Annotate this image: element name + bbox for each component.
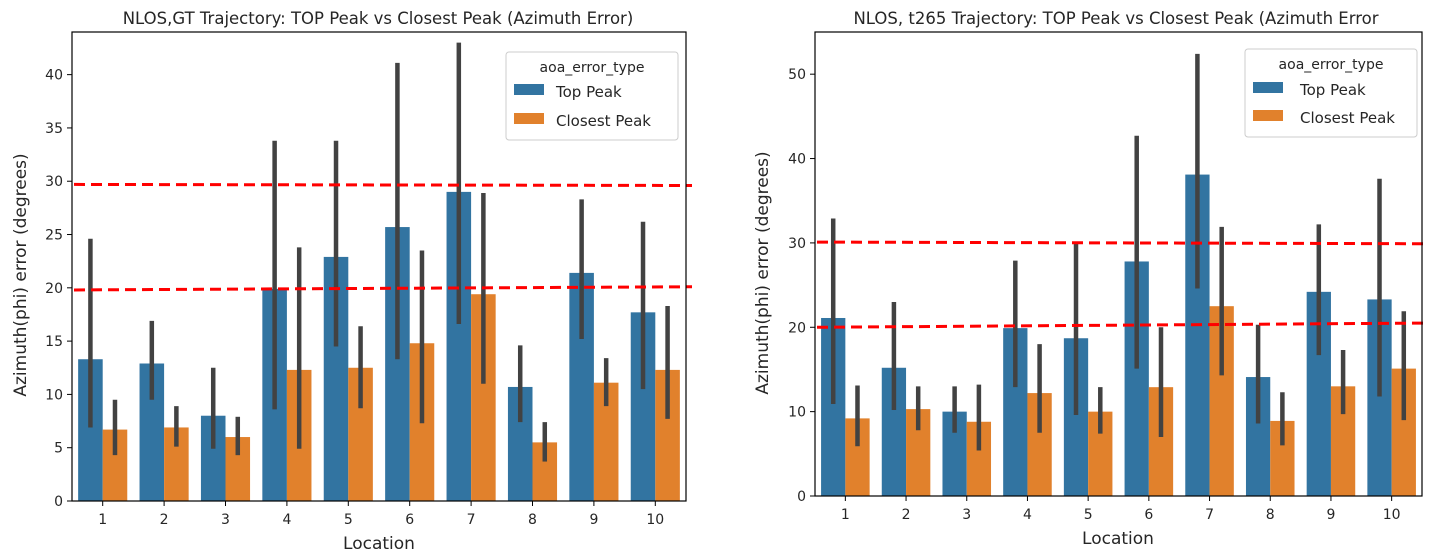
y-tick-label: 40 bbox=[45, 68, 63, 84]
x-tick-label: 1 bbox=[98, 512, 107, 528]
x-tick-label: 6 bbox=[1144, 507, 1153, 523]
x-tick-label: 8 bbox=[528, 512, 537, 528]
legend: aoa_error_type Top Peak Closest Peak bbox=[505, 51, 679, 141]
x-tick-label: 9 bbox=[1326, 507, 1335, 523]
x-tick-label: 10 bbox=[1383, 507, 1401, 523]
y-axis-label: Azimuth(phi) error (degrees) bbox=[11, 153, 31, 396]
x-tick-label: 4 bbox=[1023, 507, 1032, 523]
bars-layer bbox=[78, 191, 680, 502]
legend-title: aoa_error_type bbox=[540, 60, 645, 76]
errorbars-layer bbox=[830, 53, 1407, 451]
plot-frame bbox=[71, 31, 687, 502]
y-axis-label: Azimuth(phi) error (degrees) bbox=[753, 151, 773, 394]
x-axis-label: Location bbox=[343, 534, 415, 552]
x-tick-label: 1 bbox=[841, 507, 850, 523]
reference-lines-layer bbox=[816, 240, 1429, 329]
axes-layer: 0 10 20 30 40 50 1 2 3 4 5 6 7 8 9 10 bbox=[788, 31, 1423, 523]
x-tick-label: 7 bbox=[467, 512, 476, 528]
y-tick-label: 10 bbox=[788, 405, 806, 421]
y-tick-label: 0 bbox=[54, 494, 63, 510]
chart-right: NLOS, t265 Trajectory: TOP Peak vs Close… bbox=[753, 9, 1429, 549]
y-tick-label: 25 bbox=[45, 228, 63, 244]
y-tick-label: 30 bbox=[788, 236, 806, 252]
legend-swatch-closest-peak bbox=[1253, 110, 1283, 121]
x-tick-label: 4 bbox=[282, 512, 291, 528]
chart-title: NLOS, t265 Trajectory: TOP Peak vs Close… bbox=[853, 9, 1378, 28]
reference-line bbox=[816, 240, 1429, 246]
y-tick-label: 30 bbox=[45, 174, 63, 190]
bars-layer bbox=[821, 174, 1416, 497]
legend-label-top-peak: Top Peak bbox=[1299, 81, 1366, 99]
x-tick-label: 2 bbox=[160, 512, 169, 528]
x-tick-label: 8 bbox=[1266, 507, 1275, 523]
legend: aoa_error_type Top Peak Closest Peak bbox=[1244, 48, 1418, 138]
x-axis-label: Location bbox=[1082, 529, 1154, 549]
reference-line bbox=[73, 285, 693, 292]
x-tick-label: 5 bbox=[1084, 507, 1093, 523]
legend-swatch-closest-peak bbox=[514, 113, 544, 124]
x-tick-label: 3 bbox=[962, 507, 971, 523]
reference-lines-layer bbox=[73, 182, 693, 292]
x-tick-label: 9 bbox=[589, 512, 598, 528]
y-tick-label: 20 bbox=[45, 281, 63, 297]
x-tick-label: 5 bbox=[344, 512, 353, 528]
y-tick-label: 5 bbox=[54, 441, 63, 457]
y-tick-label: 15 bbox=[45, 334, 63, 350]
y-tick-label: 0 bbox=[797, 489, 806, 505]
y-tick-label: 10 bbox=[45, 387, 63, 403]
x-tick-label: 3 bbox=[221, 512, 230, 528]
plot-frame bbox=[814, 31, 1423, 497]
y-tick-label: 50 bbox=[788, 67, 806, 83]
x-tick-label: 6 bbox=[405, 512, 414, 528]
legend-frame bbox=[1244, 48, 1418, 138]
axes-layer: 0 5 10 15 20 25 30 35 40 1 2 3 4 5 6 7 8 9 10 bbox=[45, 31, 687, 528]
x-tick-label: 10 bbox=[646, 512, 664, 528]
chart-title: NLOS,GT Trajectory: TOP Peak vs Closest … bbox=[123, 9, 634, 28]
x-tick-label: 7 bbox=[1205, 507, 1214, 523]
legend-label-closest-peak: Closest Peak bbox=[1300, 109, 1395, 127]
y-tick-label: 20 bbox=[788, 320, 806, 336]
y-tick-label: 35 bbox=[45, 121, 63, 137]
legend-swatch-top-peak bbox=[1253, 82, 1283, 93]
legend-label-closest-peak: Closest Peak bbox=[556, 112, 651, 130]
legend-label-top-peak: Top Peak bbox=[555, 83, 622, 101]
reference-line bbox=[816, 321, 1429, 329]
reference-line bbox=[73, 182, 693, 187]
y-tick-label: 40 bbox=[788, 152, 806, 168]
errorbars-layer bbox=[88, 42, 670, 462]
legend-title: aoa_error_type bbox=[1279, 57, 1384, 73]
x-tick-label: 2 bbox=[902, 507, 911, 523]
legend-swatch-top-peak bbox=[514, 84, 544, 95]
chart-left: NLOS,GT Trajectory: TOP Peak vs Closest … bbox=[11, 9, 693, 552]
legend-frame bbox=[505, 51, 679, 141]
